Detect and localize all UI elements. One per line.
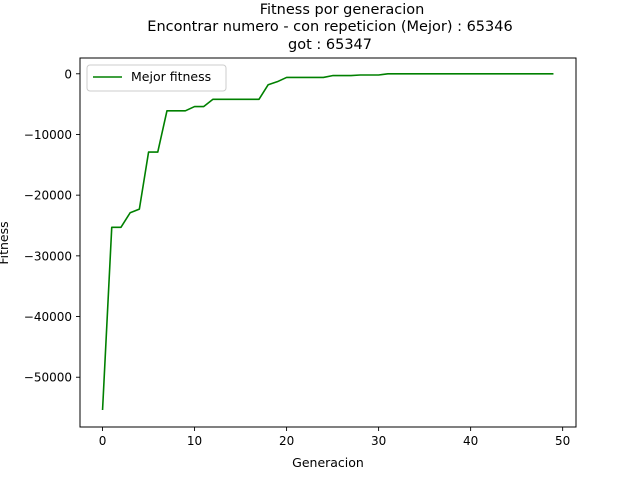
y-tick-label: −10000 [24,128,72,142]
legend-label: Mejor fitness [131,69,211,84]
chart-title-line-2: Encontrar numero - con repeticion (Mejor… [147,19,512,35]
x-tick-label: 0 [99,434,107,448]
legend-box [86,64,227,92]
x-tick-label: 10 [187,434,202,448]
plot-background [80,58,576,427]
x-axis-label: Generacion [292,455,364,470]
y-tick-label: −30000 [24,249,72,263]
y-tick-label: −40000 [24,310,72,324]
y-axis-ticks: 0 −10000 −20000 −30000 −40000 −50000 [24,67,80,385]
y-axis-label: Fitness [0,221,11,264]
x-tick-label: 30 [371,434,386,448]
y-tick-label: −20000 [24,189,72,203]
legend: Mejor fitness [86,64,227,92]
chart-title-line-1: Fitness por generacion [260,2,425,18]
x-tick-label: 40 [463,434,478,448]
y-tick-label: −50000 [24,371,72,385]
plot-area: 0 10 20 30 40 50 0 −10000 −20000 −30000 −40000 −50… [24,57,577,448]
x-tick-label: 50 [555,434,570,448]
series-layer [101,72,554,411]
series-line-mejor-fitness [101,72,554,411]
x-axis-ticks: 0 10 20 30 40 50 [99,427,570,448]
plot-frame [79,57,577,428]
y-tick-label: 0 [64,67,72,81]
chart-title-line-3: got : 65347 [288,37,372,53]
x-tick-label: 20 [279,434,294,448]
